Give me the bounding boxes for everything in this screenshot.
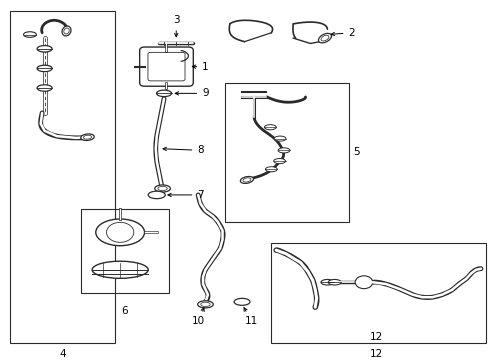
Ellipse shape bbox=[96, 219, 144, 246]
Text: 6: 6 bbox=[122, 306, 128, 316]
Text: 12: 12 bbox=[369, 348, 382, 359]
Ellipse shape bbox=[274, 136, 285, 141]
Ellipse shape bbox=[321, 35, 328, 41]
Text: 3: 3 bbox=[173, 15, 179, 37]
Ellipse shape bbox=[37, 46, 52, 52]
Ellipse shape bbox=[62, 26, 71, 36]
Ellipse shape bbox=[264, 125, 276, 130]
Text: 9: 9 bbox=[175, 88, 208, 98]
Ellipse shape bbox=[265, 167, 277, 172]
Ellipse shape bbox=[320, 279, 333, 285]
Ellipse shape bbox=[148, 191, 165, 199]
FancyBboxPatch shape bbox=[140, 47, 193, 86]
Text: 1: 1 bbox=[192, 62, 208, 72]
Text: 5: 5 bbox=[353, 147, 359, 157]
Ellipse shape bbox=[83, 135, 91, 139]
Ellipse shape bbox=[92, 261, 148, 278]
Ellipse shape bbox=[23, 32, 36, 37]
Ellipse shape bbox=[327, 279, 341, 285]
Ellipse shape bbox=[37, 65, 52, 72]
Circle shape bbox=[354, 276, 372, 289]
Ellipse shape bbox=[37, 85, 52, 91]
Ellipse shape bbox=[201, 302, 210, 306]
Ellipse shape bbox=[156, 90, 171, 96]
Text: 8: 8 bbox=[163, 145, 203, 156]
Text: 2: 2 bbox=[330, 28, 354, 38]
Ellipse shape bbox=[81, 134, 94, 140]
Ellipse shape bbox=[278, 148, 289, 153]
Text: 4: 4 bbox=[60, 348, 66, 359]
Ellipse shape bbox=[273, 158, 285, 163]
Ellipse shape bbox=[243, 178, 250, 182]
Ellipse shape bbox=[158, 186, 167, 191]
Text: 7: 7 bbox=[167, 190, 203, 200]
Ellipse shape bbox=[197, 301, 213, 308]
Text: 11: 11 bbox=[244, 308, 258, 327]
Ellipse shape bbox=[318, 33, 331, 43]
Ellipse shape bbox=[155, 185, 170, 192]
Ellipse shape bbox=[234, 298, 249, 305]
Text: 10: 10 bbox=[191, 308, 204, 327]
Ellipse shape bbox=[64, 28, 69, 34]
Ellipse shape bbox=[240, 176, 253, 183]
Text: 12: 12 bbox=[369, 333, 382, 342]
